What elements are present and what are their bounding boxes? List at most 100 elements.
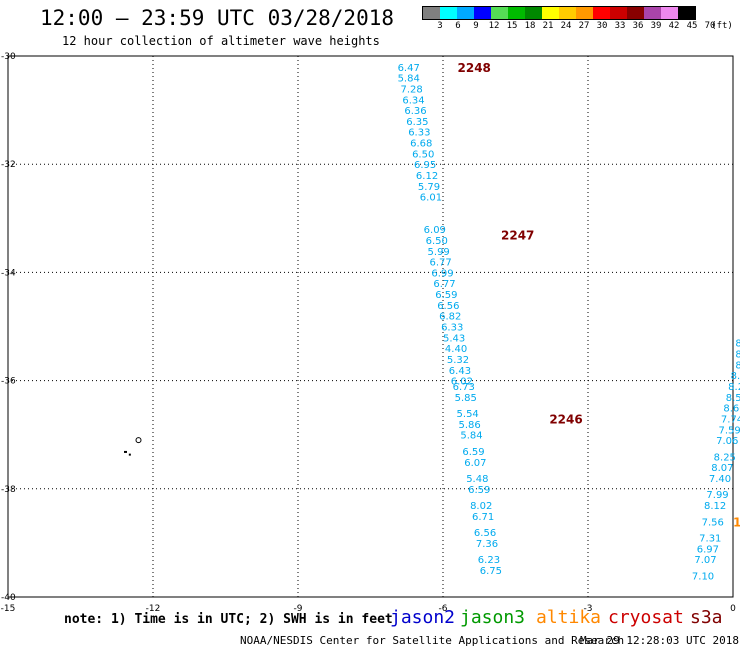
wave-height-label: 6.09 <box>424 225 446 236</box>
footer-agency: NOAA/NESDIS Center for Satellite Applica… <box>240 634 625 647</box>
y-tick-label: -40 <box>1 593 16 603</box>
wave-height-label: 8 <box>735 360 740 371</box>
wave-height-label: 7.06 <box>716 436 738 447</box>
x-tick-label: -3 <box>584 604 593 614</box>
wave-height-label: 6.43 <box>449 366 471 377</box>
legend-tick-label: 30 <box>596 21 608 31</box>
legend-tick-label: 3 <box>437 21 443 31</box>
legend-swatch <box>508 7 525 19</box>
wave-height-label: 8. <box>731 371 740 382</box>
y-tick-label: -32 <box>1 160 16 170</box>
wave-height-label: 5.54 <box>457 409 479 420</box>
wave-height-label: 6.23 <box>478 555 500 566</box>
wave-height-label: 5.43 <box>443 333 465 344</box>
wave-height-label: 8.02 <box>470 501 492 512</box>
wave-height-label: 6.73 <box>453 382 475 393</box>
wave-height-label: 6.12 <box>416 171 438 182</box>
wave-height-label: 5.86 <box>458 420 480 431</box>
wave-height-label: 6.99 <box>431 268 453 279</box>
wave-height-label: 5.99 <box>428 247 450 258</box>
wave-height-label: 7.59 <box>719 425 740 436</box>
wave-height-label: 7.10 <box>692 571 714 582</box>
legend-tick-label: 33 <box>614 21 626 31</box>
x-tick-label: -9 <box>294 604 303 614</box>
wave-height-label: 6.33 <box>408 128 430 139</box>
y-tick-label: -30 <box>1 52 16 62</box>
x-tick-label: 0 <box>730 604 736 614</box>
legend-tick-label: 39 <box>650 21 662 31</box>
legend-tick-label: 18 <box>524 21 536 31</box>
page-title: 12:00 – 23:59 UTC 03/28/2018 <box>40 6 395 30</box>
x-tick-label: -15 <box>1 604 16 614</box>
legend-swatch <box>525 7 542 19</box>
legend-swatch <box>542 7 559 19</box>
wave-height-label: 6.50 <box>426 236 448 247</box>
island-marker <box>128 453 131 456</box>
satellite-jason3-label: jason3 <box>460 607 526 628</box>
legend-swatch <box>627 7 644 19</box>
satellite-cryosat-label: cryosat <box>608 607 684 628</box>
island-marker <box>135 437 142 444</box>
color-legend-bar <box>422 6 696 20</box>
legend-tick-label: 21 <box>542 21 554 31</box>
x-tick-label: -12 <box>146 604 161 614</box>
legend-tick-label: 42 <box>668 21 680 31</box>
wave-height-label: 7.31 <box>699 533 721 544</box>
wave-height-label: 7.28 <box>400 84 422 95</box>
y-tick-label: -34 <box>1 268 16 278</box>
legend-swatch <box>491 7 508 19</box>
track-time-label: 2246 <box>549 412 582 426</box>
wave-height-label: 6.01 <box>420 193 442 204</box>
legend-swatch <box>576 7 593 19</box>
legend-tick-label: 6 <box>455 21 461 31</box>
legend-tick-label: 27 <box>578 21 590 31</box>
legend-swatch <box>474 7 491 19</box>
wave-height-label: 6.59 <box>468 485 490 496</box>
wave-height-label: 6.77 <box>433 279 455 290</box>
wave-height-label: 8.60 <box>723 404 740 415</box>
wave-height-label: 6.68 <box>410 139 432 150</box>
legend-swatch <box>559 7 576 19</box>
wave-height-label: 6.34 <box>402 95 424 106</box>
legend-swatch <box>593 7 610 19</box>
wave-height-label: 8.2 <box>728 382 740 393</box>
wave-height-label: 5.84 <box>398 74 420 85</box>
x-tick-label: -6 <box>439 604 448 614</box>
track-time-label: 2247 <box>501 229 534 243</box>
wave-height-label: 7.07 <box>694 555 716 566</box>
footer-timestamp: Mar 29 12:28:03 UTC 2018 <box>580 634 739 647</box>
wave-height-label: 7.36 <box>476 539 498 550</box>
satellite-altika-label: altika <box>536 607 602 628</box>
legend-swatch <box>661 7 678 19</box>
wave-height-label: 6.97 <box>697 544 719 555</box>
satellite-s3a-label: s3a <box>690 607 723 628</box>
wave-height-label: 8 <box>735 350 740 361</box>
island-marker <box>124 450 127 453</box>
wave-height-label: 6.07 <box>464 458 486 469</box>
legend-tick-label: 12 <box>488 21 500 31</box>
legend-tick-label: 70 <box>704 21 716 31</box>
wave-height-label: 6.50 <box>412 149 434 160</box>
wave-height-label: 6.59 <box>435 290 457 301</box>
page-subtitle: 12 hour collection of altimeter wave hei… <box>62 34 380 48</box>
y-tick-label: -38 <box>1 485 16 495</box>
y-tick-label: -36 <box>1 377 16 387</box>
wave-height-label: 6.36 <box>404 106 426 117</box>
wave-height-label: 7.40 <box>709 474 731 485</box>
wave-height-label: 7.74 <box>721 414 740 425</box>
legend-swatch <box>440 7 457 19</box>
wave-height-label: 8.58 <box>726 393 740 404</box>
legend-swatch <box>423 7 440 19</box>
legend-swatch <box>610 7 627 19</box>
wave-height-label: 6.59 <box>462 447 484 458</box>
wave-height-label: 5.79 <box>418 182 440 193</box>
wave-height-label: 8 <box>735 339 740 350</box>
wave-height-label: 6.47 <box>398 63 420 74</box>
wave-height-label: 5.84 <box>460 431 482 442</box>
wave-height-label: 6.82 <box>439 312 461 323</box>
wave-height-label: 8.12 <box>704 501 726 512</box>
wave-height-label: 5.32 <box>447 355 469 366</box>
wave-height-label: 6.33 <box>441 323 463 334</box>
plot-frame <box>7 55 734 598</box>
